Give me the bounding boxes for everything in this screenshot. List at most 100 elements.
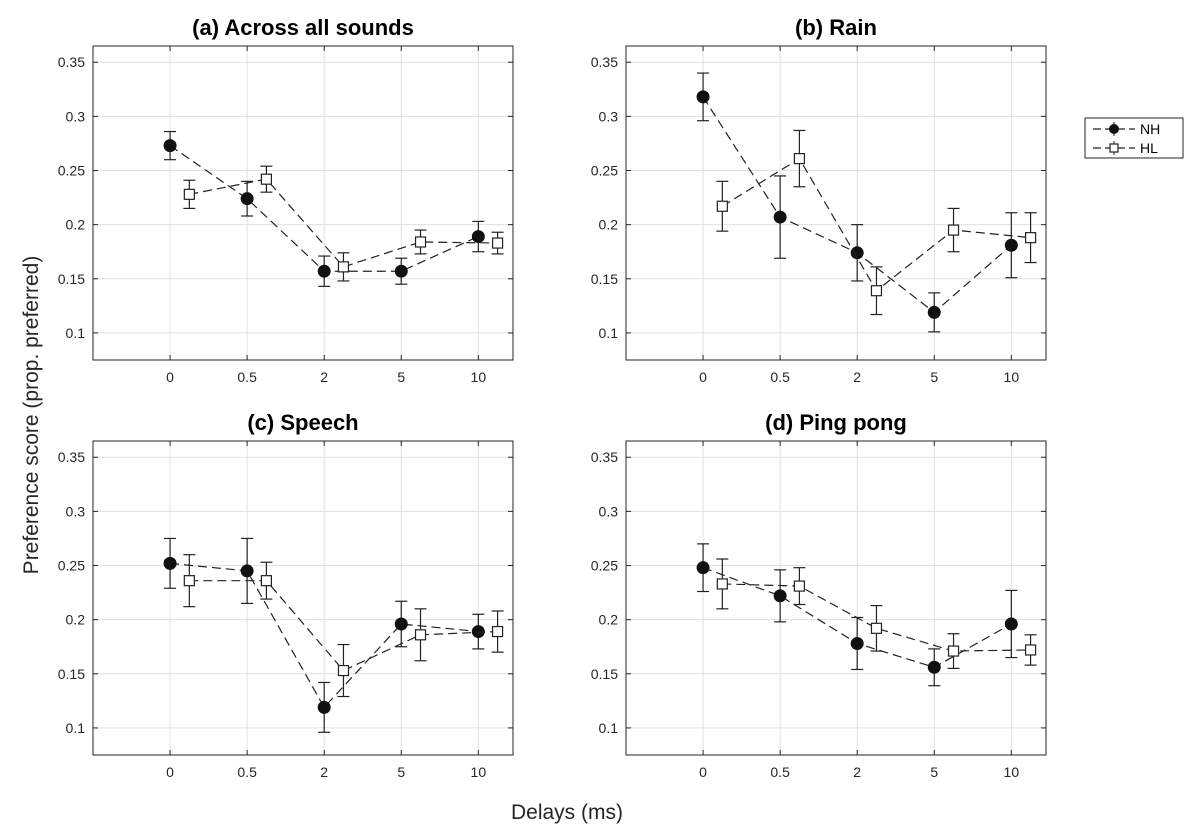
axes-box <box>625 45 1047 361</box>
data-point <box>240 192 254 206</box>
data-point <box>491 237 504 249</box>
series-line <box>722 583 1031 652</box>
series-nh <box>163 537 485 733</box>
data-point <box>260 173 272 185</box>
data-point <box>773 589 787 603</box>
y-tick-label: 0.25 <box>591 558 618 574</box>
data-point <box>793 153 805 165</box>
chart-panel: 0.1 0.15 0.2 0.25 0.3 0.35 0 0.5 2 5 10 (a) Across … <box>58 15 514 385</box>
series-hl <box>183 554 504 698</box>
y-axis-label: Preference score (prop. preferred) <box>20 256 43 575</box>
legend-box <box>1084 117 1184 159</box>
chart-panel: 0.1 0.15 0.2 0.25 0.3 0.35 0 0.5 2 5 10 (b) Rain <box>591 15 1047 385</box>
axes-box <box>625 440 1047 756</box>
data-point <box>870 285 883 297</box>
x-tick-label: 0.5 <box>237 369 257 385</box>
y-tick-label: 0.35 <box>591 449 618 465</box>
y-tick-label: 0.15 <box>58 666 85 682</box>
data-point <box>337 261 350 273</box>
data-point <box>696 561 710 575</box>
y-tick-label: 0.1 <box>66 325 86 341</box>
panel-title: (d) Ping pong <box>765 410 907 435</box>
x-tick-label: 0.5 <box>770 369 790 385</box>
y-tick-label: 0.1 <box>599 325 619 341</box>
y-tick-label: 0.15 <box>591 666 618 682</box>
y-tick-label: 0.35 <box>591 54 618 70</box>
data-point <box>927 305 941 319</box>
series-line <box>189 178 498 268</box>
x-tick-label: 10 <box>471 764 487 780</box>
plot-area <box>626 46 1046 360</box>
y-tick-label: 0.15 <box>58 271 85 287</box>
chart-panel: 0.1 0.15 0.2 0.25 0.3 0.35 0 0.5 2 5 10 (d) Ping po… <box>591 410 1047 780</box>
series-hl <box>716 129 1037 316</box>
legend-item: NH <box>1093 121 1160 137</box>
x-tick-label: 0 <box>699 369 707 385</box>
legend-item: HL <box>1093 140 1158 156</box>
data-point <box>716 200 728 212</box>
data-point <box>1024 232 1037 244</box>
data-point <box>163 139 177 153</box>
y-tick-label: 0.35 <box>58 449 85 465</box>
x-tick-label: 2 <box>853 369 861 385</box>
y-tick-label: 0.2 <box>599 217 619 233</box>
data-point <box>870 622 883 634</box>
data-point <box>163 556 177 570</box>
x-tick-label: 10 <box>471 369 487 385</box>
x-tick-label: 10 <box>1004 369 1020 385</box>
data-point <box>927 660 941 674</box>
data-point <box>317 264 331 278</box>
legend-marker <box>1109 124 1119 134</box>
y-tick-label: 0.3 <box>66 108 86 124</box>
data-point <box>317 700 331 714</box>
y-tick-label: 0.25 <box>58 163 85 179</box>
plot-area <box>93 441 513 755</box>
x-tick-label: 2 <box>853 764 861 780</box>
plot-area <box>626 441 1046 755</box>
data-point <box>947 224 960 236</box>
panel-title: (a) Across all sounds <box>192 15 414 40</box>
x-tick-label: 5 <box>930 764 938 780</box>
x-tick-label: 0 <box>166 369 174 385</box>
series-nh <box>696 543 1018 687</box>
data-point <box>260 575 272 587</box>
x-tick-label: 5 <box>930 369 938 385</box>
data-point <box>850 246 864 260</box>
y-tick-label: 0.3 <box>599 108 619 124</box>
data-point <box>773 210 787 224</box>
y-tick-label: 0.25 <box>591 163 618 179</box>
y-tick-label: 0.2 <box>66 217 86 233</box>
x-tick-label: 0 <box>699 764 707 780</box>
y-tick-label: 0.2 <box>599 612 619 628</box>
data-point <box>1024 644 1037 656</box>
x-axis-label: Delays (ms) <box>511 801 623 824</box>
data-point <box>183 188 195 200</box>
y-tick-label: 0.3 <box>599 503 619 519</box>
x-tick-label: 10 <box>1004 764 1020 780</box>
x-tick-label: 2 <box>320 764 328 780</box>
legend-marker <box>1109 143 1119 153</box>
series-hl <box>716 558 1037 669</box>
data-point <box>1004 617 1018 631</box>
y-tick-label: 0.35 <box>58 54 85 70</box>
y-tick-label: 0.25 <box>58 558 85 574</box>
data-point <box>947 645 960 657</box>
legend: NH HL <box>1084 117 1184 159</box>
axes-box <box>92 440 514 756</box>
series-hl <box>183 165 504 282</box>
data-point <box>471 230 485 244</box>
panel-title: (c) Speech <box>247 410 358 435</box>
panel-title: (b) Rain <box>795 15 877 40</box>
x-tick-label: 5 <box>397 764 405 780</box>
data-point <box>394 617 408 631</box>
x-tick-label: 0.5 <box>237 764 257 780</box>
y-tick-label: 0.3 <box>66 503 86 519</box>
panels: 0.10.150.20.250.30.350 0.5 2 5 10(a) Across … <box>58 15 1047 780</box>
y-tick-label: 0.1 <box>66 720 86 736</box>
x-tick-label: 0 <box>166 764 174 780</box>
y-tick-label: 0.15 <box>591 271 618 287</box>
data-point <box>183 575 195 587</box>
data-point <box>1004 238 1018 252</box>
x-tick-label: 5 <box>397 369 405 385</box>
data-point <box>850 636 864 650</box>
